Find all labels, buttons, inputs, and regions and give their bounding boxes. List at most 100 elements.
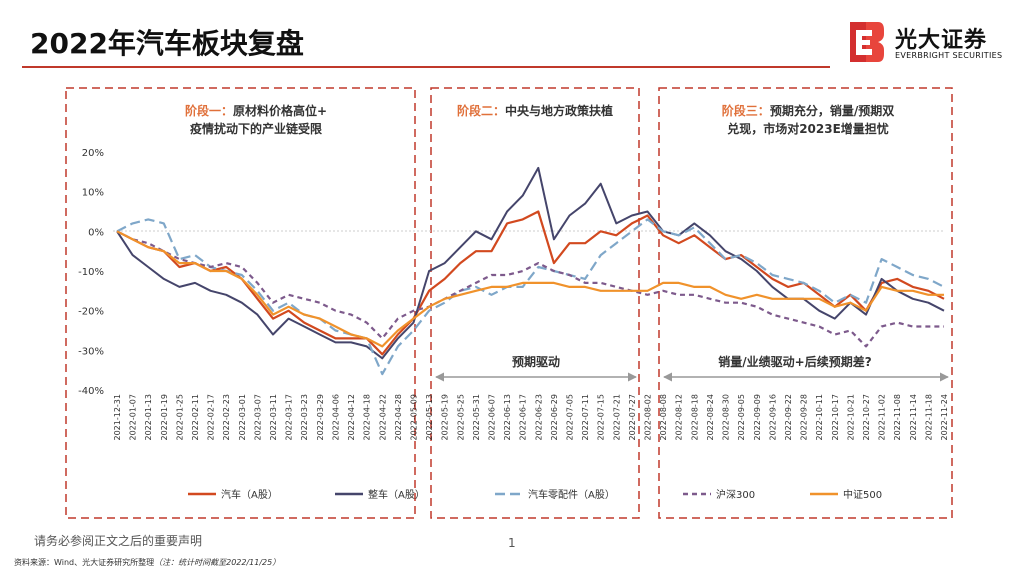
x-tick-label: 2022-05-19 xyxy=(441,394,450,441)
source-note: 资料来源：Wind、光大证券研究所整理（注：统计时间截至2022/11/25） xyxy=(14,557,280,568)
x-tick-label: 2022-09-28 xyxy=(800,394,809,441)
x-tick-label: 2022-04-18 xyxy=(363,394,372,441)
x-tick-label: 2022-02-17 xyxy=(207,394,216,441)
x-tick-label: 2022-05-25 xyxy=(456,394,465,441)
x-tick-label: 2022-06-23 xyxy=(534,394,543,441)
series-line-4 xyxy=(116,230,944,348)
x-tick-label: 2022-06-17 xyxy=(519,394,528,441)
x-axis: 2021-12-31 2022-01-07 2022-01-13 2022-01-19… xyxy=(113,394,949,441)
title-divider xyxy=(22,66,830,68)
phase-2-frame xyxy=(430,87,640,519)
x-tick-label: 2022-11-24 xyxy=(940,394,949,441)
legend-label: 汽车零配件（A股） xyxy=(528,488,615,501)
source-text: 资料来源：Wind、光大证券研究所整理 xyxy=(14,558,155,567)
phase-3-label-prefix: 阶段三： xyxy=(722,103,770,118)
x-tick-label: 2022-08-24 xyxy=(706,394,715,441)
x-tick-label: 2022-11-14 xyxy=(909,394,918,441)
phase-1-label-line1: 阶段一：原材料价格高位+ xyxy=(185,103,327,118)
x-tick-label: 2022-05-13 xyxy=(425,394,434,441)
legend-label: 中证500 xyxy=(843,488,882,501)
everbright-logo-icon xyxy=(850,22,884,62)
x-tick-label: 2022-04-06 xyxy=(331,394,340,441)
phase-1-frame xyxy=(65,87,416,519)
series-line-2 xyxy=(116,166,945,360)
legend-label: 整车（A股） xyxy=(368,488,425,501)
phase-2-arrow-label-bg xyxy=(502,352,570,372)
page-title: 2022年汽车板块复盘 xyxy=(30,27,304,60)
x-tick-label: 2022-10-27 xyxy=(862,394,871,441)
x-tick-label: 2022-09-05 xyxy=(737,394,746,441)
x-tick-label: 2022-06-13 xyxy=(503,394,512,441)
x-tick-label: 2022-02-11 xyxy=(191,394,200,441)
x-tick-label: 2022-03-11 xyxy=(269,394,278,441)
y-axis: 20% 10% 0% -10% -20% -30% -40% xyxy=(78,148,104,397)
x-tick-label: 2022-10-21 xyxy=(846,394,855,441)
x-tick-label: 2022-07-21 xyxy=(612,394,621,441)
series-line-5 xyxy=(116,230,944,348)
brand-name-en: EVERBRIGHT SECURITIES xyxy=(895,51,1003,60)
x-tick-label: 2022-09-09 xyxy=(753,394,762,441)
x-tick-label: 2022-03-23 xyxy=(300,394,309,441)
x-tick-label: 2022-01-19 xyxy=(160,394,169,441)
phase-1-label-rest: 原材料价格高位+ xyxy=(233,103,327,118)
x-tick-label: 2022-04-12 xyxy=(347,394,356,441)
phase-2-label-line1: 阶段二：中央与地方政策扶植 xyxy=(457,103,613,118)
x-tick-label: 2022-01-25 xyxy=(175,394,184,441)
x-tick-label: 2022-04-28 xyxy=(394,394,403,441)
x-tick-label: 2022-05-09 xyxy=(409,394,418,441)
x-tick-label: 2022-07-11 xyxy=(581,394,590,441)
phase-1-label-prefix: 阶段一： xyxy=(185,103,233,118)
x-tick-label: 2022-11-08 xyxy=(893,394,902,441)
phase-3-arrow-label: 销量/业绩驱动+后续预期差? xyxy=(718,354,871,369)
x-tick-label: 2021-12-31 xyxy=(113,394,122,441)
x-tick-label: 2022-10-11 xyxy=(815,394,824,441)
x-tick-label: 2022-02-23 xyxy=(222,394,231,441)
brand-name: 光大证券 xyxy=(895,28,988,53)
x-tick-label: 2022-10-17 xyxy=(831,394,840,441)
phase-3-label-line2: 兑现，市场对2023E增量担忧 xyxy=(727,121,889,136)
x-tick-label: 2022-07-27 xyxy=(628,394,637,441)
x-tick-label: 2022-08-08 xyxy=(659,394,668,441)
source-date-note: （注：统计时间截至2022/11/25） xyxy=(154,558,281,567)
y-tick-label: 0% xyxy=(88,227,104,238)
y-tick-label: 20% xyxy=(82,148,104,159)
x-tick-label: 2022-11-02 xyxy=(878,394,887,441)
legend: 汽车（A股） 整车（A股） 汽车零配件（A股） 沪深300 中证500 xyxy=(188,488,882,501)
series-lines xyxy=(116,166,945,376)
x-tick-label: 2022-05-31 xyxy=(472,394,481,441)
phase-3-label-line1: 阶段三：预期充分，销量/预期双 xyxy=(722,103,894,118)
y-tick-label: -40% xyxy=(78,386,104,397)
x-tick-label: 2022-03-17 xyxy=(285,394,294,441)
legend-label: 沪深300 xyxy=(716,488,755,501)
x-tick-label: 2022-09-22 xyxy=(784,394,793,441)
x-tick-label: 2022-09-16 xyxy=(768,394,777,441)
x-tick-label: 2022-03-07 xyxy=(253,394,262,441)
legend-label: 汽车（A股） xyxy=(221,488,278,501)
phase-2-arrow-label: 预期驱动 xyxy=(512,354,560,369)
x-tick-label: 2022-07-05 xyxy=(566,394,575,441)
x-tick-label: 2022-08-30 xyxy=(722,394,731,441)
x-tick-label: 2022-04-22 xyxy=(378,394,387,441)
page-number: 1 xyxy=(508,536,516,550)
x-tick-label: 2022-08-18 xyxy=(690,394,699,441)
y-tick-label: -10% xyxy=(78,267,104,278)
x-tick-label: 2022-08-02 xyxy=(644,394,653,441)
x-tick-label: 2022-01-07 xyxy=(129,394,138,441)
phase-3-frame xyxy=(658,87,953,519)
phase-2-label-rest: 中央与地方政策扶植 xyxy=(505,103,613,118)
x-tick-label: 2022-06-29 xyxy=(550,394,559,441)
y-tick-label: -30% xyxy=(78,346,104,357)
x-tick-label: 2022-07-15 xyxy=(597,394,606,441)
x-tick-label: 2022-03-01 xyxy=(238,394,247,441)
x-tick-label: 2022-03-29 xyxy=(316,394,325,441)
x-tick-label: 2022-06-07 xyxy=(487,394,496,441)
series-line-3 xyxy=(116,218,945,376)
x-tick-label: 2022-11-18 xyxy=(924,394,933,441)
phase-3-label-rest: 预期充分，销量/预期双 xyxy=(770,103,894,118)
phase-1-label-line2: 疫情扰动下的产业链受限 xyxy=(190,121,322,136)
disclaimer: 请务必参阅正文之后的重要声明 xyxy=(34,534,203,548)
phase-3-arrow-label-bg xyxy=(700,352,890,372)
phase-2-label-prefix: 阶段二： xyxy=(457,103,505,118)
x-tick-label: 2022-01-13 xyxy=(144,394,153,441)
